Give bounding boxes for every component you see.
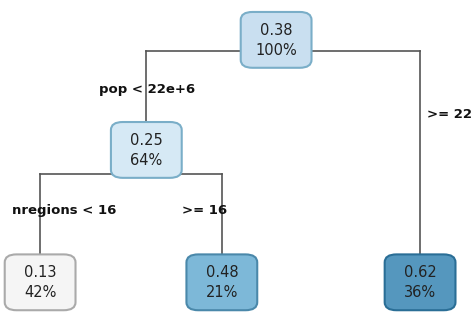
FancyBboxPatch shape: [111, 122, 182, 178]
Text: 42%: 42%: [24, 285, 56, 300]
Text: 36%: 36%: [404, 285, 436, 300]
Text: >= 16: >= 16: [182, 204, 227, 217]
Text: nregions < 16: nregions < 16: [12, 204, 116, 217]
FancyBboxPatch shape: [186, 255, 257, 310]
Text: pop < 22e+6: pop < 22e+6: [99, 83, 195, 96]
FancyBboxPatch shape: [385, 255, 455, 310]
Text: 21%: 21%: [206, 285, 238, 300]
Text: 0.13: 0.13: [24, 265, 56, 280]
FancyBboxPatch shape: [241, 12, 312, 68]
Text: 0.25: 0.25: [130, 133, 163, 148]
Text: >= 22e+6: >= 22e+6: [427, 108, 472, 121]
Text: 0.38: 0.38: [260, 23, 292, 38]
FancyBboxPatch shape: [5, 255, 76, 310]
Text: 64%: 64%: [130, 152, 162, 168]
Text: 100%: 100%: [255, 42, 297, 58]
Text: 0.62: 0.62: [404, 265, 437, 280]
Text: 0.48: 0.48: [205, 265, 238, 280]
